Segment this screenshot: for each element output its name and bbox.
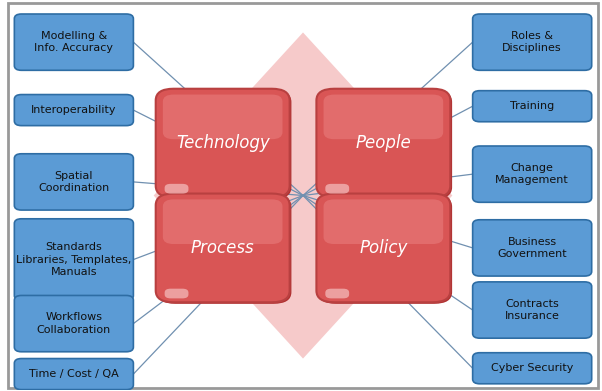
- FancyBboxPatch shape: [14, 219, 134, 300]
- FancyBboxPatch shape: [158, 195, 291, 304]
- FancyBboxPatch shape: [325, 184, 349, 194]
- Text: Policy: Policy: [359, 239, 408, 257]
- FancyBboxPatch shape: [317, 194, 450, 302]
- Text: Technology: Technology: [176, 134, 270, 152]
- FancyBboxPatch shape: [473, 353, 592, 384]
- FancyBboxPatch shape: [318, 195, 452, 304]
- FancyBboxPatch shape: [473, 220, 592, 276]
- FancyBboxPatch shape: [473, 14, 592, 70]
- FancyBboxPatch shape: [323, 95, 443, 139]
- Text: Process: Process: [191, 239, 255, 257]
- FancyBboxPatch shape: [14, 14, 134, 70]
- Text: Spatial
Coordination: Spatial Coordination: [39, 171, 110, 193]
- FancyBboxPatch shape: [473, 146, 592, 202]
- Text: Standards
Libraries, Templates,
Manuals: Standards Libraries, Templates, Manuals: [16, 242, 132, 277]
- Text: Cyber Security: Cyber Security: [491, 363, 573, 373]
- FancyBboxPatch shape: [473, 91, 592, 122]
- FancyBboxPatch shape: [158, 90, 291, 199]
- Text: Modelling &
Info. Accuracy: Modelling & Info. Accuracy: [34, 31, 113, 53]
- Text: Interoperability: Interoperability: [31, 105, 117, 115]
- Text: Time / Cost / QA: Time / Cost / QA: [29, 369, 119, 379]
- Text: People: People: [356, 134, 411, 152]
- FancyBboxPatch shape: [156, 194, 290, 302]
- FancyBboxPatch shape: [156, 89, 290, 197]
- FancyBboxPatch shape: [163, 199, 282, 244]
- FancyBboxPatch shape: [317, 89, 450, 197]
- FancyBboxPatch shape: [163, 95, 282, 139]
- FancyBboxPatch shape: [473, 282, 592, 338]
- FancyBboxPatch shape: [14, 296, 134, 352]
- FancyBboxPatch shape: [318, 90, 452, 199]
- FancyBboxPatch shape: [8, 4, 598, 387]
- Text: Business
Government: Business Government: [497, 237, 567, 259]
- FancyBboxPatch shape: [164, 184, 188, 194]
- FancyBboxPatch shape: [325, 289, 349, 298]
- FancyBboxPatch shape: [14, 154, 134, 210]
- FancyBboxPatch shape: [14, 359, 134, 389]
- FancyBboxPatch shape: [164, 289, 188, 298]
- Text: Contracts
Insurance: Contracts Insurance: [504, 299, 560, 321]
- Text: Change
Management: Change Management: [495, 163, 569, 185]
- Text: Training: Training: [510, 101, 554, 111]
- Text: Roles &
Disciplines: Roles & Disciplines: [502, 31, 562, 53]
- Polygon shape: [154, 32, 452, 359]
- FancyBboxPatch shape: [323, 199, 443, 244]
- FancyBboxPatch shape: [14, 95, 134, 126]
- Text: Workflows
Collaboration: Workflows Collaboration: [37, 312, 111, 335]
